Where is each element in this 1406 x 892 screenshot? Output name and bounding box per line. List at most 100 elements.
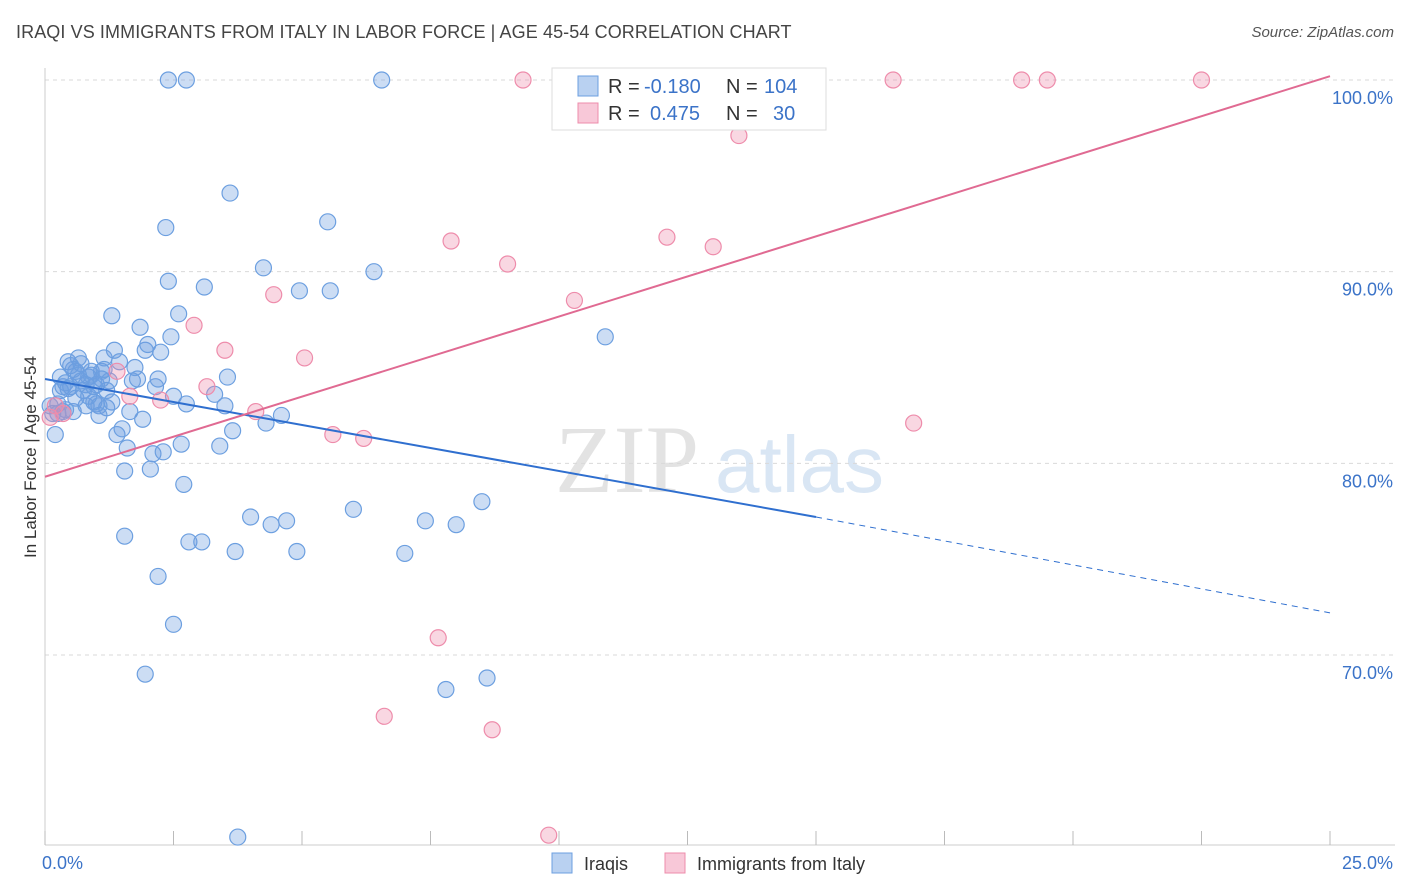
iraqis-point-85 — [116, 527, 134, 545]
italy-point-15 — [442, 232, 460, 250]
italy-point-26 — [1012, 71, 1031, 89]
y-tick-labels: 100.0% 90.0% 80.0% 70.0% — [1332, 88, 1393, 683]
italy-point-28 — [1192, 71, 1211, 89]
iraqis-point-55 — [177, 71, 195, 89]
trend-line-iraqis — [44, 378, 817, 518]
iraqis-point-24 — [103, 307, 121, 325]
iraqis-point-31 — [121, 402, 139, 421]
iraqis-point-106 — [80, 387, 98, 405]
legend-swatch-iraqis — [577, 75, 599, 97]
iraqis-point-28 — [113, 420, 131, 438]
x-tick-labels: 0.0% 25.0% — [42, 853, 1393, 873]
iraqis-point-50 — [172, 435, 190, 453]
legend-swatch-italy — [577, 102, 599, 124]
iraqis-point-46 — [159, 272, 177, 290]
italy-point-8 — [216, 341, 234, 359]
iraqis-point-40 — [144, 445, 162, 463]
legend-n-value-2: 30 — [773, 103, 795, 125]
series-legend: Iraqis Immigrants from Italy — [551, 852, 865, 874]
iraqis-point-42 — [149, 370, 167, 388]
iraqis-point-66 — [254, 259, 273, 277]
legend-r-label-1: R = — [608, 76, 640, 98]
iraqis-point-75 — [344, 500, 362, 518]
bottom-legend-swatch-iraqis — [551, 852, 573, 874]
iraqis-point-57 — [195, 278, 213, 296]
iraqis-point-80 — [437, 680, 455, 699]
iraqis-point-61 — [218, 368, 237, 386]
iraqis-point-84 — [596, 328, 614, 346]
iraqis-point-105 — [69, 366, 88, 384]
iraqis-point-38 — [139, 335, 157, 354]
iraqis-point-78 — [396, 544, 414, 563]
iraqis-point-27 — [110, 353, 129, 371]
iraqis-point-86 — [149, 567, 167, 586]
iraqis-point-109 — [95, 360, 113, 379]
italy-point-22 — [704, 238, 722, 256]
iraqis-point-36 — [134, 410, 152, 428]
legend-r-value-1: -0.180 — [644, 76, 701, 98]
watermark-zip: ZIP — [555, 406, 699, 513]
iraqis-point-82 — [473, 493, 491, 511]
iraqis-point-74 — [321, 282, 339, 300]
italy-point-25 — [905, 414, 923, 432]
trend-line-italy — [44, 75, 1331, 478]
italy-point-19 — [540, 826, 558, 844]
italy-point-2 — [54, 404, 72, 423]
x-tick-label-0: 0.0% — [42, 853, 83, 873]
iraqis-point-103 — [49, 395, 67, 413]
legend-n-label-2: N = — [726, 103, 758, 125]
bottom-legend-label-italy: Immigrants from Italy — [697, 854, 865, 874]
axes — [44, 68, 1395, 846]
iraqis-point-65 — [242, 508, 260, 526]
italy-point-29 — [375, 707, 393, 725]
correlation-legend: R = -0.180 N = 104 R = 0.475 N = 30 — [551, 67, 827, 131]
iraqis-point-2 — [46, 425, 64, 444]
iraqis-point-62 — [221, 184, 239, 202]
iraqis-point-77 — [373, 71, 391, 89]
iraqis-point-63 — [224, 422, 242, 440]
italy-point-17 — [499, 255, 517, 273]
iraqis-point-68 — [262, 516, 280, 534]
y-tick-label-1: 90.0% — [1342, 280, 1393, 300]
iraqis-point-70 — [277, 512, 296, 530]
italy-point-16 — [483, 721, 501, 739]
italy-point-6 — [185, 316, 203, 334]
series-italy — [41, 71, 1211, 844]
italy-point-27 — [1038, 71, 1056, 89]
legend-n-value-1: 104 — [764, 76, 797, 98]
y-tick-label-2: 80.0% — [1342, 471, 1393, 491]
iraqis-point-69 — [272, 406, 291, 425]
iraqis-point-83 — [478, 669, 496, 687]
italy-point-10 — [265, 286, 283, 304]
iraqis-point-89 — [229, 828, 247, 846]
trend-line-iraqis-extrapolated — [815, 516, 1331, 614]
italy-point-4 — [121, 387, 139, 405]
iraqis-point-79 — [416, 512, 434, 530]
iraqis-point-44 — [154, 443, 172, 461]
iraqis-point-43 — [152, 343, 170, 361]
iraqis-point-88 — [136, 665, 154, 683]
iraqis-point-39 — [141, 460, 159, 478]
italy-point-7 — [198, 378, 216, 396]
iraqis-point-81 — [447, 516, 465, 534]
iraqis-point-71 — [288, 542, 306, 561]
legend-n-label-1: N = — [726, 76, 758, 98]
iraqis-point-51 — [175, 475, 193, 494]
iraqis-point-49 — [170, 305, 188, 323]
italy-point-11 — [295, 349, 314, 367]
y-axis-label: In Labor Force | Age 45-54 — [21, 356, 40, 558]
y-tick-label-0: 100.0% — [1332, 88, 1393, 108]
series-iraqis — [41, 71, 614, 846]
watermark: ZIP atlas — [555, 406, 884, 513]
iraqis-point-45 — [157, 218, 175, 237]
watermark-atlas: atlas — [715, 420, 884, 509]
iraqis-point-87 — [164, 615, 183, 633]
chart-title: IRAQI VS IMMIGRANTS FROM ITALY IN LABOR … — [16, 22, 792, 42]
iraqis-point-64 — [226, 542, 244, 561]
italy-point-18 — [514, 71, 532, 89]
bottom-legend-label-iraqis: Iraqis — [584, 854, 628, 874]
iraqis-point-53 — [180, 533, 198, 551]
italy-point-21 — [658, 228, 676, 246]
trend-lines — [44, 75, 1331, 614]
